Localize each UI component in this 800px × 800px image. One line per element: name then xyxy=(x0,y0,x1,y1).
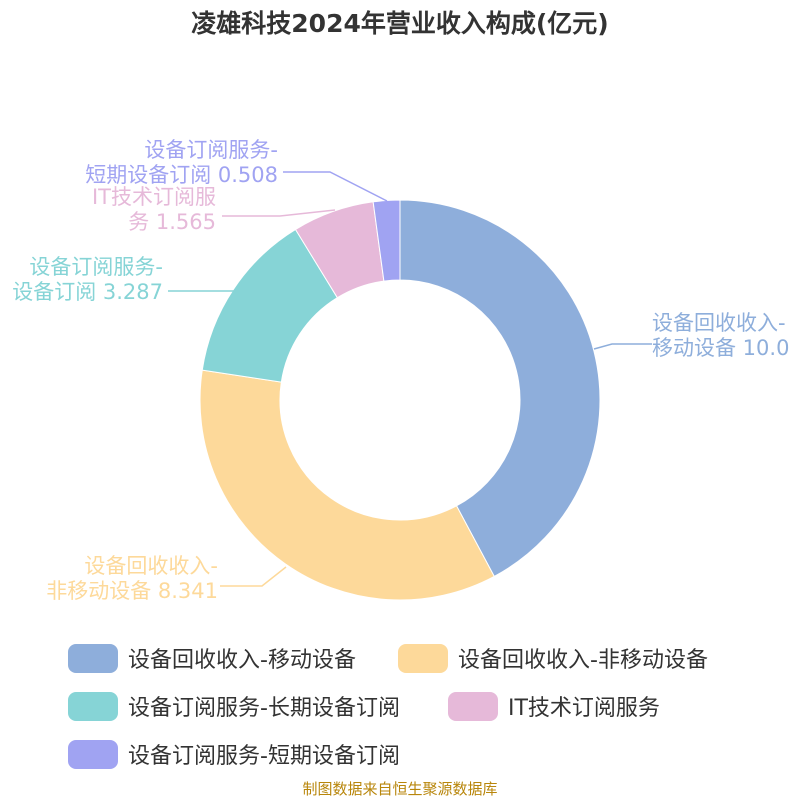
leader-line-5 xyxy=(283,171,388,202)
legend-swatch xyxy=(68,643,118,673)
legend-label: 设备订阅服务-短期设备订阅 xyxy=(128,744,400,769)
slice-label-5: 设备订阅服务-短期设备订阅 0.508 xyxy=(85,138,278,187)
legend-item-2[interactable]: 设备回收收入-非移动设备 xyxy=(398,642,708,674)
slice-label-2: 设备回收收入-非移动设备 8.341 xyxy=(46,554,218,603)
legend-swatch xyxy=(398,643,448,673)
leader-line-2 xyxy=(220,566,287,587)
slice-label-4: IT技术订阅服务 1.565 xyxy=(92,185,216,234)
legend-swatch xyxy=(68,739,118,769)
legend-item-4[interactable]: IT技术订阅服务 xyxy=(448,690,660,722)
legend-label: 设备回收收入-移动设备 xyxy=(128,648,356,673)
slice-1[interactable] xyxy=(399,199,601,578)
slice-5[interactable] xyxy=(372,199,401,282)
source-note: 制图数据来自恒生聚源数据库 xyxy=(302,780,498,798)
legend-label: 设备订阅服务-长期设备订阅 xyxy=(128,696,400,721)
slice-2[interactable] xyxy=(199,369,495,601)
slice-label-3: 设备订阅服务-设备订阅 3.287 xyxy=(12,255,163,304)
legend-item-1[interactable]: 设备回收收入-移动设备 xyxy=(68,642,356,674)
legend-swatch xyxy=(68,691,118,721)
legend-item-3[interactable]: 设备订阅服务-长期设备订阅 xyxy=(68,690,400,722)
legend-item-5[interactable]: 设备订阅服务-短期设备订阅 xyxy=(68,738,400,770)
legend-swatch xyxy=(448,691,498,721)
legend-label: IT技术订阅服务 xyxy=(508,696,660,721)
chart-title: 凌雄科技2024年营业收入构成(亿元) xyxy=(191,9,609,38)
leader-line-4 xyxy=(222,209,336,217)
legend-label: 设备回收收入-非移动设备 xyxy=(458,648,708,673)
slice-label-1: 设备回收收入-移动设备 10.0 xyxy=(652,311,789,360)
leader-line-1 xyxy=(593,343,652,350)
